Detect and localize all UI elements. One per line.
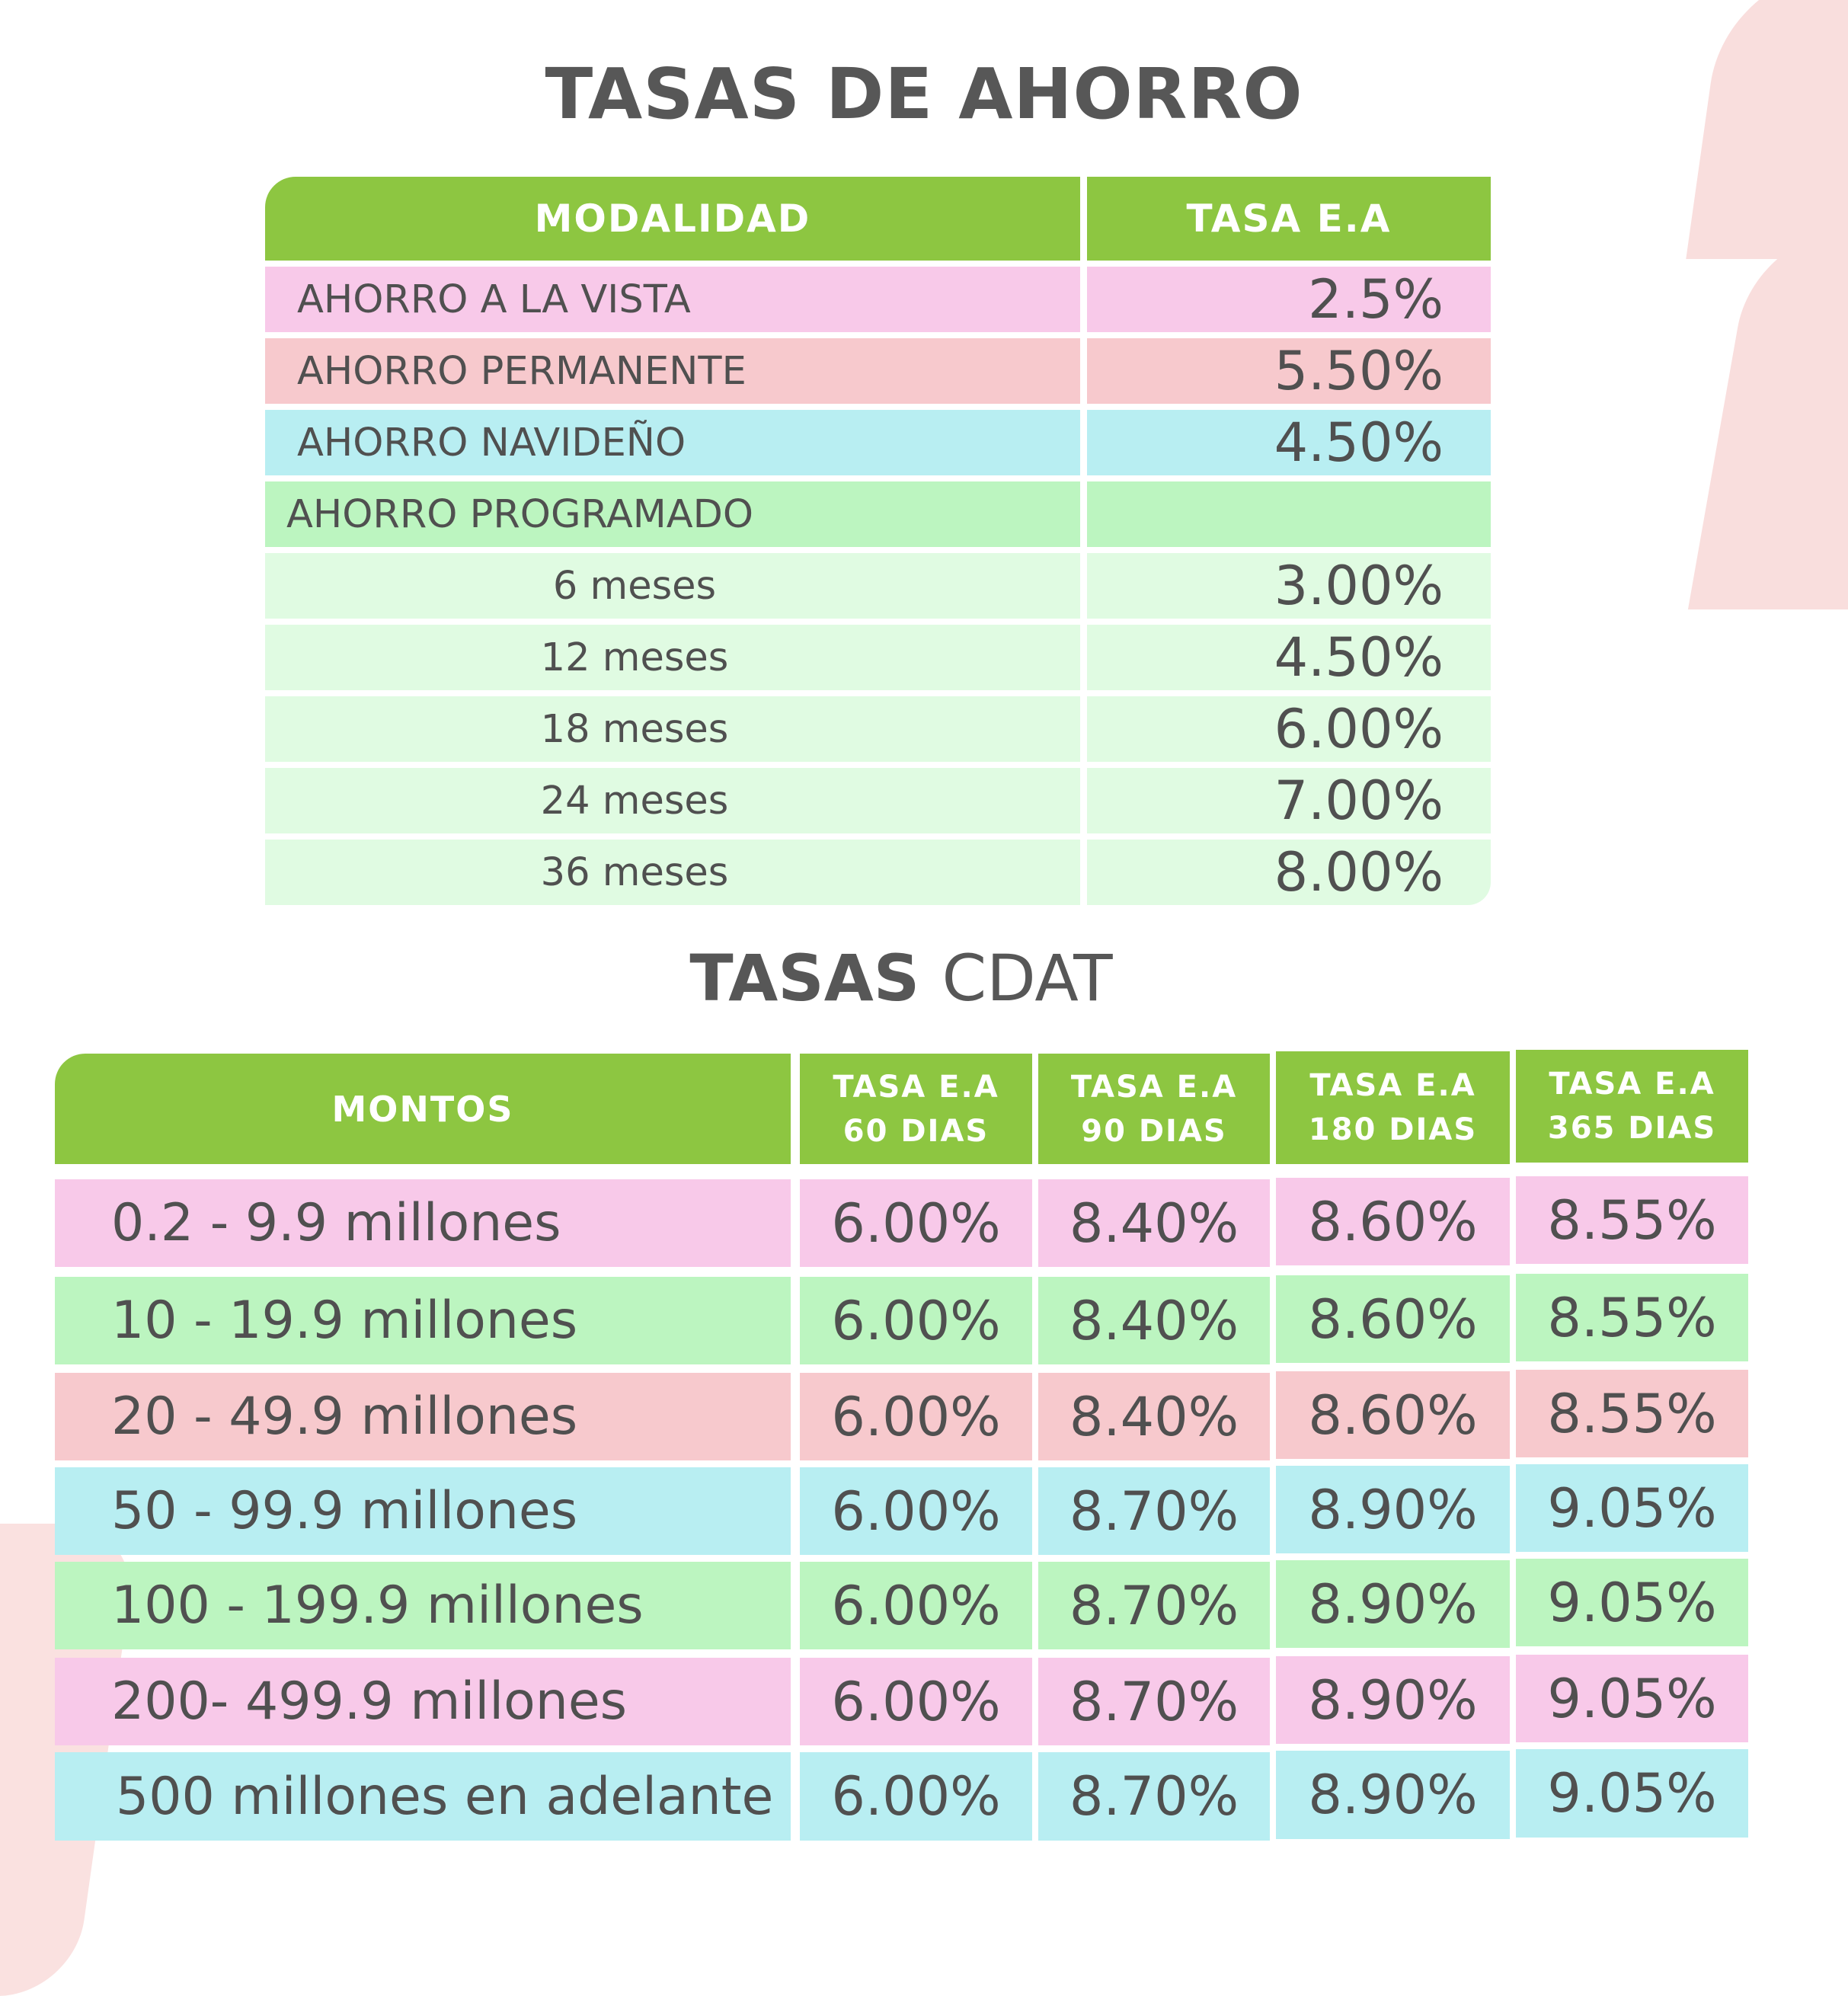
ahorro-row-rate: 8.00% (1087, 840, 1491, 905)
cdat-rate-60: 6.00% (800, 1658, 1032, 1745)
cdat-rate-90: 8.70% (1038, 1752, 1270, 1841)
cdat-rate-90: 8.40% (1038, 1277, 1270, 1364)
header-180-dias: TASA E.A 180 DIAS (1276, 1051, 1510, 1164)
header-tasa: TASA E.A (1087, 177, 1491, 261)
cdat-rate-365: 9.05% (1516, 1655, 1748, 1742)
cdat-row-range: 100 - 199.9 millones (55, 1562, 791, 1649)
ahorro-row-rate: 6.00% (1087, 696, 1491, 762)
cdat-rate-180: 8.90% (1276, 1656, 1510, 1744)
ahorro-row-rate: 5.50% (1087, 338, 1491, 404)
cdat-rate-60: 6.00% (800, 1467, 1032, 1555)
cdat-rate-365: 8.55% (1516, 1176, 1748, 1264)
ahorro-row-rate: 4.50% (1087, 410, 1491, 475)
header-line: 90 DIAS (1081, 1113, 1227, 1149)
header-line: TASA E.A (1309, 1068, 1476, 1103)
header-montos: MONTOS (55, 1054, 791, 1164)
ahorro-row-name: 18 meses (265, 696, 1080, 762)
header-60-dias: TASA E.A 60 DIAS (800, 1054, 1032, 1164)
cdat-rate-90: 8.40% (1038, 1179, 1270, 1267)
ahorro-row-name: AHORRO PROGRAMADO (265, 481, 1080, 547)
ahorro-row-name: 36 meses (265, 840, 1080, 905)
cdat-row-range: 0.2 - 9.9 millones (55, 1179, 791, 1267)
cdat-row-range: 10 - 19.9 millones (55, 1277, 791, 1364)
header-line: 60 DIAS (842, 1113, 990, 1149)
cdat-rate-180: 8.60% (1276, 1371, 1510, 1459)
cdat-title-bold: TASAS (689, 941, 920, 1016)
cdat-rate-180: 8.60% (1276, 1178, 1510, 1265)
ahorro-row-rate (1087, 481, 1491, 547)
cdat-rate-60: 6.00% (800, 1179, 1032, 1267)
cdat-rate-90: 8.70% (1038, 1658, 1270, 1745)
ahorro-row-rate: 3.00% (1087, 553, 1491, 619)
cdat-title-light: CDAT (942, 941, 1113, 1016)
decorative-shape-right (1687, 229, 1848, 609)
cdat-rate-180: 8.90% (1276, 1466, 1510, 1553)
cdat-rate-90: 8.70% (1038, 1562, 1270, 1649)
header-line: TASA E.A (1549, 1067, 1715, 1102)
cdat-rate-90: 8.40% (1038, 1373, 1270, 1460)
ahorro-row-name: 6 meses (265, 553, 1080, 619)
cdat-rate-180: 8.90% (1276, 1560, 1510, 1648)
ahorro-row-rate: 7.00% (1087, 768, 1491, 833)
header-line: 365 DIAS (1547, 1111, 1717, 1146)
cdat-row-range: 20 - 49.9 millones (55, 1373, 791, 1460)
cdat-rate-60: 6.00% (800, 1562, 1032, 1649)
ahorro-row-name: AHORRO A LA VISTA (265, 267, 1080, 332)
ahorro-title: TASAS DE AHORRO (545, 53, 1303, 135)
ahorro-row-rate: 2.5% (1087, 267, 1491, 332)
cdat-rate-365: 9.05% (1516, 1559, 1748, 1646)
cdat-row-range: 50 - 99.9 millones (55, 1467, 791, 1555)
cdat-row-range: 200- 499.9 millones (55, 1658, 791, 1745)
cdat-rate-365: 8.55% (1516, 1274, 1748, 1361)
header-modalidad: MODALIDAD (265, 177, 1080, 261)
cdat-rate-365: 9.05% (1516, 1749, 1748, 1838)
cdat-rate-365: 9.05% (1516, 1464, 1748, 1552)
cdat-rate-60: 6.00% (800, 1277, 1032, 1364)
cdat-rate-180: 8.90% (1276, 1751, 1510, 1839)
header-line: TASA E.A (1070, 1069, 1238, 1105)
cdat-rate-60: 6.00% (800, 1373, 1032, 1460)
ahorro-row-name: 24 meses (265, 768, 1080, 833)
ahorro-row-name: 12 meses (265, 625, 1080, 690)
ahorro-row-name: AHORRO NAVIDEÑO (265, 410, 1080, 475)
cdat-rate-60: 6.00% (800, 1752, 1032, 1841)
header-365-dias: TASA E.A 365 DIAS (1516, 1050, 1748, 1163)
ahorro-row-rate: 4.50% (1087, 625, 1491, 690)
cdat-rate-180: 8.60% (1276, 1275, 1510, 1363)
cdat-rate-90: 8.70% (1038, 1467, 1270, 1555)
cdat-rate-365: 8.55% (1516, 1370, 1748, 1457)
header-line: TASA E.A (833, 1069, 999, 1105)
cdat-title: TASAS CDAT (0, 941, 1825, 1016)
header-line: 180 DIAS (1308, 1112, 1478, 1147)
cdat-row-range: 500 millones en adelante (55, 1752, 791, 1841)
ahorro-row-name: AHORRO PERMANENTE (265, 338, 1080, 404)
header-90-dias: TASA E.A 90 DIAS (1038, 1054, 1270, 1164)
